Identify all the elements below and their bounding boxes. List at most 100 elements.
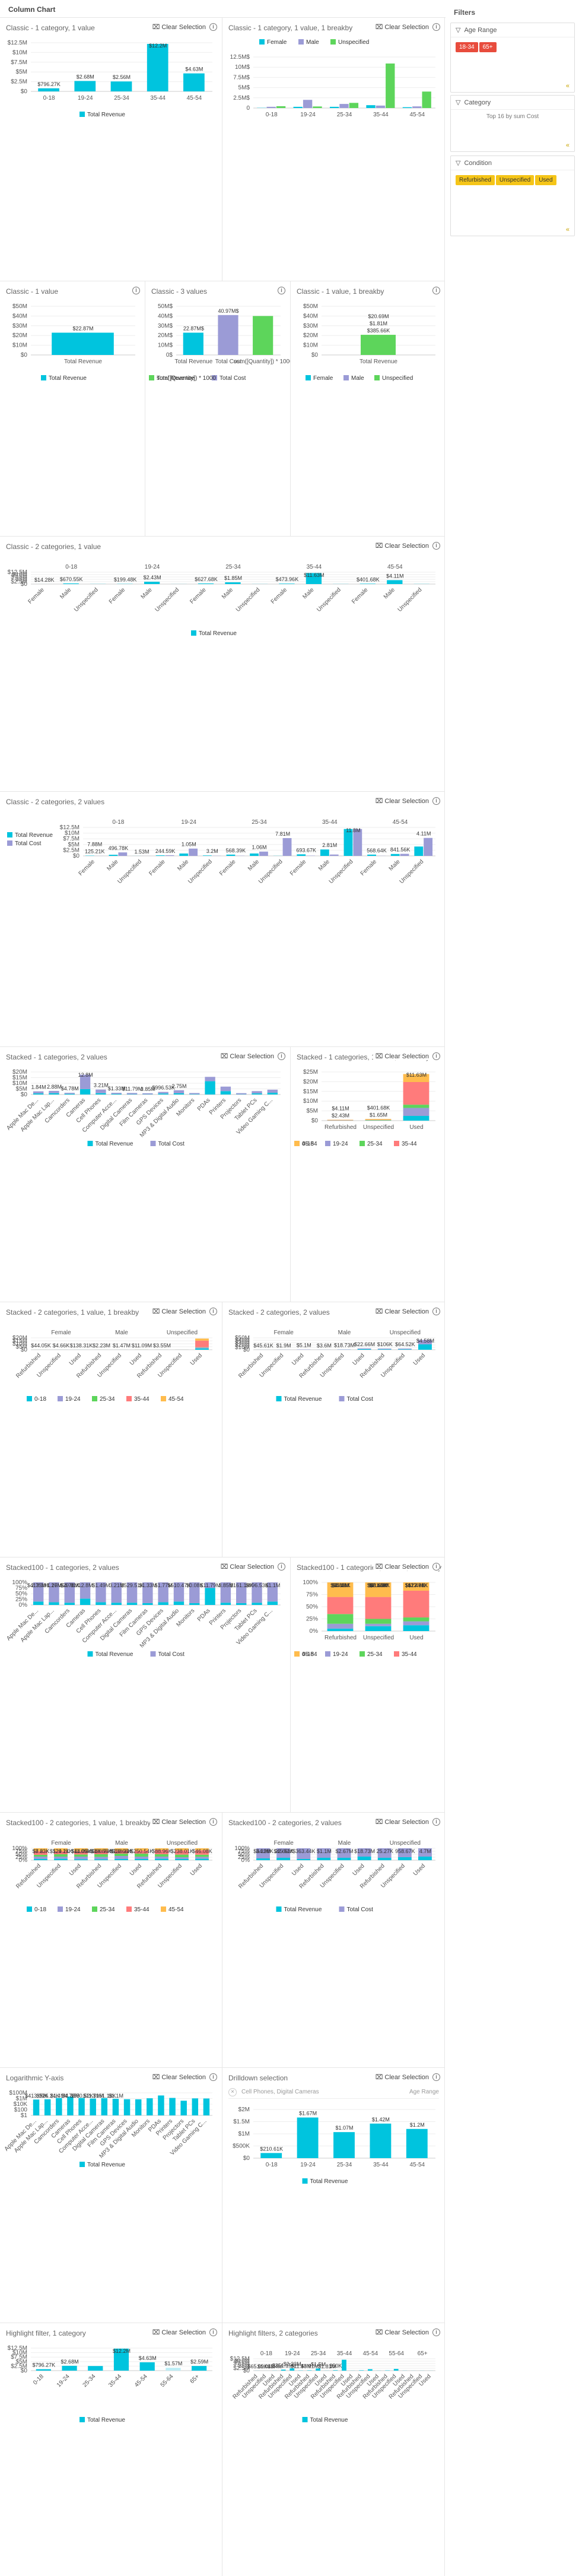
bar[interactable] <box>377 1848 392 1858</box>
bar[interactable] <box>387 580 403 584</box>
bar[interactable] <box>267 1093 278 1095</box>
bar[interactable] <box>260 2153 282 2158</box>
bar[interactable] <box>101 2098 108 2115</box>
bar[interactable] <box>297 2117 319 2158</box>
bar[interactable] <box>397 1857 412 1860</box>
bar[interactable] <box>189 848 198 856</box>
clear-selection-button[interactable]: ⌧ Clear Selection <box>376 1563 429 1571</box>
bar[interactable] <box>88 2366 103 2371</box>
bar[interactable] <box>175 1850 189 1855</box>
filter-tag[interactable]: 18-34 <box>456 42 478 52</box>
bar[interactable] <box>256 1848 270 1858</box>
bar[interactable] <box>111 1603 122 1605</box>
bar[interactable] <box>144 582 160 584</box>
bar[interactable] <box>114 1859 128 1860</box>
bar[interactable] <box>313 106 322 108</box>
bar[interactable] <box>34 1855 47 1857</box>
bar[interactable] <box>424 837 433 856</box>
bar[interactable] <box>135 1857 148 1859</box>
bar[interactable] <box>220 1086 231 1092</box>
bar[interactable] <box>192 2098 199 2115</box>
bar[interactable] <box>175 1859 189 1860</box>
bar[interactable] <box>74 81 96 91</box>
bar[interactable] <box>189 1582 200 1603</box>
bar[interactable] <box>402 107 412 108</box>
bar[interactable] <box>327 1623 354 1629</box>
filter-age-range[interactable]: ▽ Age Range 18-34 65+ « <box>450 23 575 93</box>
bar[interactable] <box>205 1081 215 1095</box>
bar[interactable] <box>142 1582 153 1603</box>
bar[interactable] <box>90 2098 96 2115</box>
bar[interactable] <box>418 1340 432 1344</box>
bar[interactable] <box>112 2098 119 2115</box>
bar[interactable] <box>252 1582 262 1603</box>
bar[interactable] <box>195 1857 209 1859</box>
bar[interactable] <box>195 1347 209 1349</box>
bar[interactable] <box>202 855 212 856</box>
info-icon[interactable]: i <box>278 1052 285 1060</box>
filter-tag[interactable]: Unspecified <box>495 175 535 185</box>
bar[interactable] <box>276 1858 291 1860</box>
bar[interactable] <box>252 1603 262 1605</box>
bar[interactable] <box>337 1848 351 1858</box>
bar[interactable] <box>225 582 241 584</box>
bar[interactable] <box>64 1093 75 1094</box>
bar[interactable] <box>36 2369 51 2371</box>
info-icon[interactable]: i <box>209 1818 217 1826</box>
bar[interactable] <box>195 1850 209 1855</box>
info-icon[interactable]: i <box>209 23 217 31</box>
bar[interactable] <box>418 1848 432 1857</box>
bar[interactable] <box>114 1851 128 1854</box>
clear-selection-button[interactable]: ⌧ Clear Selection <box>376 542 429 550</box>
bar[interactable] <box>158 1602 168 1605</box>
bar[interactable] <box>365 1626 392 1631</box>
bar[interactable] <box>279 583 295 584</box>
bar[interactable] <box>114 1856 128 1859</box>
bar[interactable] <box>158 1093 168 1095</box>
bar[interactable] <box>126 1093 138 1095</box>
bar[interactable] <box>33 1582 44 1602</box>
bar[interactable] <box>418 1857 432 1860</box>
bar[interactable] <box>114 1854 128 1856</box>
bar[interactable] <box>267 1089 278 1093</box>
chart-p1[interactable]: $0 $2.5M $5M $7.5M $10M $12.5M 0-18 19-24 25-34 3… <box>0 34 222 123</box>
bar[interactable] <box>367 854 376 856</box>
bar[interactable] <box>317 1848 331 1858</box>
bar[interactable] <box>397 1349 412 1350</box>
filter-tag[interactable]: Refurbished <box>456 175 495 185</box>
bar[interactable] <box>142 1093 153 1095</box>
info-icon[interactable]: i <box>209 2328 217 2336</box>
bar[interactable] <box>361 335 396 355</box>
bar[interactable] <box>33 1093 44 1095</box>
clear-selection-button[interactable]: ⌧ Clear Selection <box>376 1308 429 1316</box>
info-icon[interactable]: i <box>432 1563 440 1571</box>
collapse-icon[interactable]: « <box>565 83 570 90</box>
bar[interactable] <box>297 1848 311 1859</box>
bar[interactable] <box>183 73 205 91</box>
bar[interactable] <box>365 1619 392 1624</box>
filter-category[interactable]: ▽ Category Top 16 by sum Cost « <box>450 95 575 152</box>
bar[interactable] <box>403 1617 430 1622</box>
bar[interactable] <box>79 1598 91 1605</box>
bar[interactable] <box>412 106 422 108</box>
bar[interactable] <box>365 1623 392 1626</box>
bar[interactable] <box>74 1854 88 1857</box>
info-icon[interactable]: i <box>432 2328 440 2336</box>
chart-p3[interactable]: $0 $10M $20M $30M $40M $50M Total Revenue $22.8… <box>0 298 145 387</box>
info-icon[interactable]: i <box>432 542 440 550</box>
bar[interactable] <box>339 104 349 108</box>
bar[interactable] <box>359 2370 364 2371</box>
chart-p13[interactable]: 0% 25% 50% 75% 100% Refurbished Unspecified Use… <box>291 1574 445 1663</box>
chart-p9[interactable]: $0 $5M $10M $15M $20M $25M Refurbished Unspecif… <box>291 1064 445 1153</box>
bar[interactable] <box>62 2365 77 2371</box>
bar[interactable] <box>195 1338 209 1341</box>
bar[interactable] <box>54 1858 68 1860</box>
clear-selection-button[interactable]: ⌧ Clear Selection <box>221 1052 274 1061</box>
bar[interactable] <box>342 2359 346 2371</box>
bar[interactable] <box>96 1093 106 1095</box>
bar[interactable] <box>236 1603 247 1605</box>
bar[interactable] <box>189 1094 200 1095</box>
bar[interactable] <box>337 1858 351 1860</box>
bar[interactable] <box>44 2099 51 2115</box>
